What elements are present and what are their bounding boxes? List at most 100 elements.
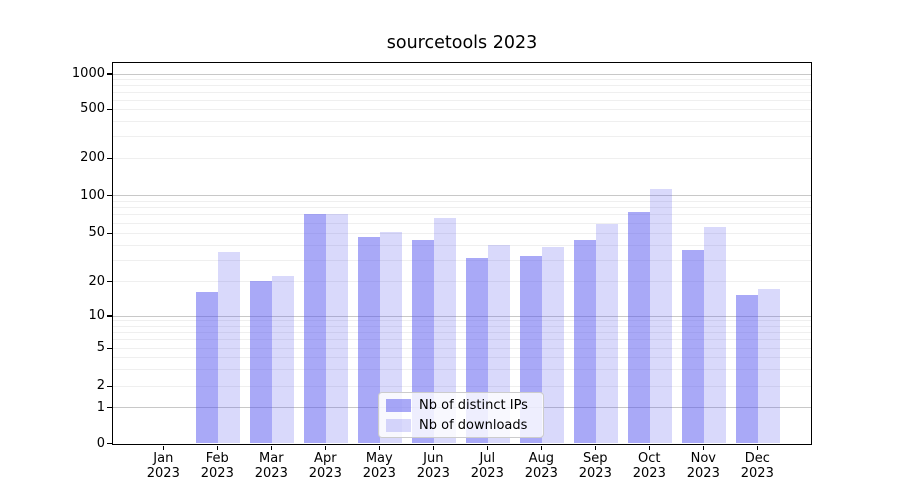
bar-downloads-oct — [650, 188, 672, 444]
x-axis-tick-label-line: Nov — [690, 451, 716, 466]
x-axis-tick-label-line: 2023 — [416, 465, 450, 481]
x-axis-tick-label: Apr 2023 — [297, 451, 353, 481]
minor-gridline — [112, 99, 811, 101]
bar-distinct-ips-mar — [250, 281, 272, 444]
chart-title: sourcetools 2023 — [386, 33, 538, 53]
minor-gridline — [112, 357, 811, 359]
minor-gridline — [112, 108, 811, 110]
x-axis-tick-label-line: Feb — [205, 451, 229, 466]
minor-gridline — [112, 157, 811, 159]
x-tick-mark — [216, 445, 219, 450]
bar-distinct-ips-may — [358, 237, 380, 444]
x-axis-tick-label: Jul 2023 — [459, 451, 515, 481]
x-tick-mark — [324, 445, 327, 450]
minor-gridline — [112, 259, 811, 261]
x-axis-tick-label-line: 2023 — [740, 465, 774, 481]
bar-downloads-feb — [218, 251, 240, 444]
x-axis-tick-label-line: 2023 — [578, 465, 612, 481]
y-tick-mark — [106, 385, 112, 388]
y-axis-tick-label: 50 — [88, 225, 105, 241]
legend-label-downloads: Nb of downloads — [419, 417, 528, 433]
legend-item-distinct-ips: Nb of distinct IPs — [386, 397, 536, 413]
minor-gridline — [112, 136, 811, 138]
x-axis-tick-label-line: Mar — [259, 451, 284, 466]
bar-downloads-jun — [434, 217, 456, 444]
legend: Nb of distinct IPs Nb of downloads — [378, 392, 544, 438]
minor-gridline — [112, 385, 811, 387]
x-axis-tick-label: Aug 2023 — [513, 451, 569, 481]
legend-swatch-distinct-ips — [386, 398, 411, 412]
x-axis-tick-label: Dec 2023 — [729, 451, 785, 481]
x-tick-mark — [702, 445, 705, 450]
x-axis-tick-label-line: 2023 — [524, 465, 558, 481]
bar-downloads-sep — [596, 223, 618, 444]
minor-gridline — [112, 91, 811, 93]
y-axis-tick-label: 1000 — [71, 66, 105, 81]
x-axis-tick-label: Mar 2023 — [243, 451, 299, 481]
bar-distinct-ips-apr — [304, 214, 326, 444]
minor-gridline — [112, 214, 811, 216]
y-tick-mark — [106, 108, 112, 111]
legend-swatch-downloads — [386, 418, 411, 432]
x-axis-tick-label-line: Apr — [314, 451, 337, 466]
y-tick-mark — [106, 280, 112, 283]
x-tick-mark — [378, 445, 381, 450]
y-axis-tick-label: 100 — [80, 187, 105, 203]
x-axis-tick-label-line: 2023 — [686, 465, 720, 481]
minor-gridline — [112, 320, 811, 322]
bar-distinct-ips-nov — [682, 250, 704, 444]
y-tick-mark — [106, 442, 112, 445]
y-tick-mark — [106, 157, 112, 160]
minor-gridline — [112, 207, 811, 209]
x-axis-tick-label-line: Jun — [423, 451, 444, 466]
major-gridline — [112, 73, 811, 75]
x-axis-tick-label: Nov 2023 — [675, 451, 731, 481]
bar-distinct-ips-dec — [736, 295, 758, 444]
x-axis-tick-label-line: 2023 — [470, 465, 504, 481]
major-gridline — [112, 315, 811, 317]
y-tick-mark — [106, 406, 112, 409]
y-tick-mark — [106, 194, 112, 197]
minor-gridline — [112, 200, 811, 202]
x-axis-tick-label-line: 2023 — [308, 465, 342, 481]
x-tick-mark — [270, 445, 273, 450]
x-axis-tick-label-line: Oct — [638, 451, 661, 466]
y-axis-tick-label: 0 — [96, 435, 105, 451]
y-axis-tick-label: 5 — [96, 340, 105, 356]
y-tick-mark — [106, 232, 112, 235]
y-axis-tick-label: 2 — [96, 378, 105, 394]
minor-gridline — [112, 332, 811, 334]
minor-gridline — [112, 222, 811, 224]
y-axis-tick-label: 10 — [88, 308, 105, 323]
x-axis-tick-label-line: 2023 — [254, 465, 288, 481]
y-tick-mark — [106, 73, 112, 75]
x-tick-mark — [432, 445, 435, 450]
x-axis-tick-label-line: 2023 — [200, 465, 234, 481]
bar-distinct-ips-oct — [628, 212, 650, 444]
minor-gridline — [112, 244, 811, 246]
plot-inner — [112, 63, 811, 444]
bar-downloads-may — [380, 231, 402, 444]
bar-downloads-nov — [704, 226, 726, 444]
x-axis-tick-label-line: May — [365, 451, 393, 466]
x-tick-mark — [540, 445, 543, 450]
x-axis-tick-label-line: Sep — [583, 451, 608, 466]
x-axis-tick-label-line: Aug — [528, 451, 554, 466]
x-tick-mark — [648, 445, 651, 450]
bar-distinct-ips-feb — [196, 292, 218, 444]
x-axis-tick-label: Jan 2023 — [135, 451, 191, 481]
x-axis-tick-label-line: Dec — [744, 451, 770, 466]
minor-gridline — [112, 368, 811, 370]
x-axis-tick-label-line: 2023 — [632, 465, 666, 481]
minor-gridline — [112, 281, 811, 283]
x-axis-tick-label: May 2023 — [351, 451, 407, 481]
minor-gridline — [112, 232, 811, 234]
x-axis-tick-label: Jun 2023 — [405, 451, 461, 481]
bar-downloads-apr — [326, 214, 348, 444]
legend-item-downloads: Nb of downloads — [386, 417, 536, 433]
x-tick-mark — [756, 445, 759, 450]
x-axis-tick-label: Sep 2023 — [567, 451, 623, 481]
y-axis-tick-label: 20 — [88, 273, 105, 289]
bar-downloads-aug — [542, 247, 564, 444]
